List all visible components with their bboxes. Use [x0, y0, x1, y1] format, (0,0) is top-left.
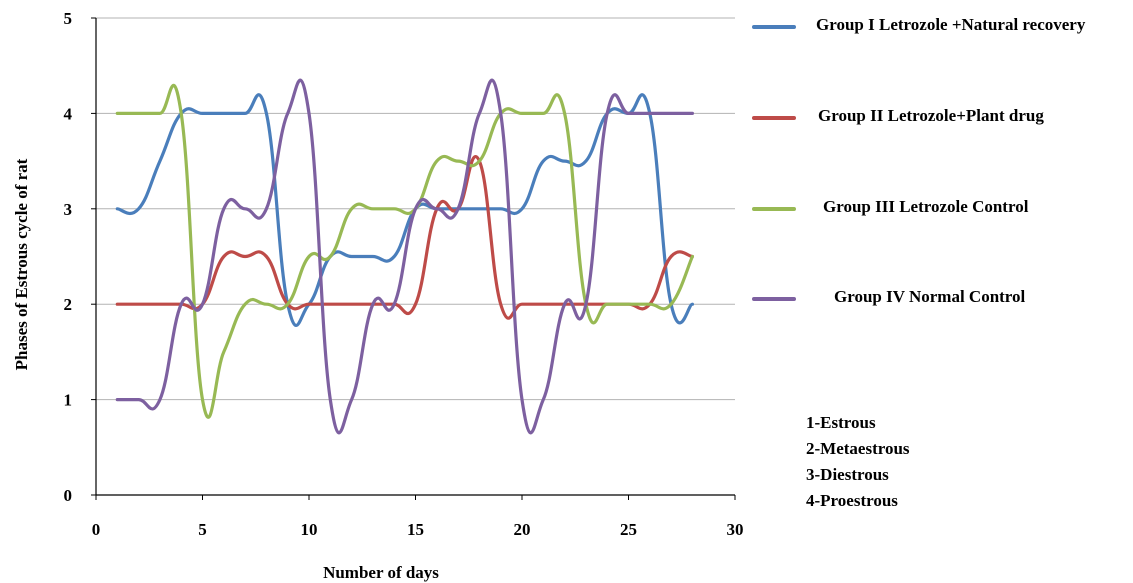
series-lines	[115, 78, 694, 435]
x-tick-label: 30	[727, 520, 744, 539]
y-axis-title: Phases of Estrous cycle of rat	[12, 158, 31, 370]
x-tick-label: 10	[301, 520, 318, 539]
y-tick-label: 5	[64, 9, 73, 28]
legend-item-group-3: Group III Letrozole Control	[752, 194, 1132, 224]
legend-label: Group III Letrozole Control	[823, 197, 1029, 216]
legend-item-group-4: Group IV Normal Control	[752, 284, 1132, 314]
legend-item-group-2: Group II Letrozole+Plant drug	[752, 103, 1132, 133]
legend-label: Group I Letrozole +Natural recovery	[816, 15, 1086, 34]
series-line-group-4	[115, 78, 694, 435]
y-tick-label: 4	[64, 104, 73, 123]
x-tick-label: 25	[620, 520, 637, 539]
y-tick-labels: 0 1 2 3 4 5	[64, 9, 96, 505]
x-tick-label: 5	[198, 520, 207, 539]
phase-key: 1-Estrous 2-Metaestrous 3-Diestrous 4-Pr…	[806, 410, 910, 514]
series-line-group-1	[115, 93, 694, 327]
y-tick-label: 1	[64, 391, 73, 410]
series-line-group-2	[115, 155, 694, 320]
x-tick-labels: 0 5 10 15 20 25 30	[92, 495, 744, 539]
legend-label: Group II Letrozole+Plant drug	[818, 106, 1044, 125]
y-tick-label: 0	[64, 486, 73, 505]
phase-key-item: 2-Metaestrous	[806, 439, 910, 458]
x-axis-title: Number of days	[323, 563, 439, 582]
legend-swatch	[752, 25, 796, 29]
legend-swatch	[752, 116, 796, 120]
legend-label: Group IV Normal Control	[834, 287, 1026, 306]
x-tick-label: 0	[92, 520, 101, 539]
legend: Group I Letrozole +Natural recovery Grou…	[752, 0, 1132, 330]
phase-key-item: 1-Estrous	[806, 413, 876, 432]
y-tick-label: 3	[64, 200, 73, 219]
x-tick-label: 20	[514, 520, 531, 539]
legend-swatch	[752, 207, 796, 211]
legend-swatch	[752, 297, 796, 301]
x-tick-label: 15	[407, 520, 424, 539]
legend-item-group-1: Group I Letrozole +Natural recovery	[752, 12, 1132, 42]
phase-key-item: 3-Diestrous	[806, 465, 889, 484]
series-line-group-3	[115, 83, 694, 419]
phase-key-item: 4-Proestrous	[806, 491, 898, 510]
y-tick-label: 2	[64, 295, 73, 314]
